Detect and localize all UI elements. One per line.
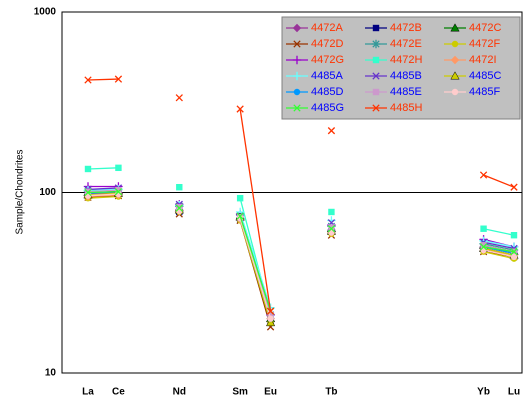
legend-marker (293, 40, 301, 48)
data-point (236, 212, 244, 220)
data-point (84, 76, 92, 84)
x-tick-label: Tb (325, 387, 337, 398)
data-point (175, 204, 183, 212)
data-point (479, 171, 488, 179)
legend-label: 4472F (469, 38, 500, 50)
data-point (175, 94, 183, 102)
data-point (328, 208, 335, 216)
legend-box (281, 16, 521, 120)
legend-label: 4485D (311, 86, 343, 98)
legend-marker (450, 55, 460, 65)
series-line (87, 192, 515, 323)
data-point (115, 164, 122, 172)
series-line (87, 191, 515, 312)
data-point (114, 75, 123, 83)
legend-label: 4472B (390, 22, 422, 34)
series-line (87, 195, 515, 328)
x-tick-label: Lu (508, 387, 520, 398)
data-point (236, 105, 244, 113)
x-tick-label: Nd (173, 387, 186, 398)
series-line (87, 193, 515, 323)
series-line (87, 191, 515, 319)
series-line (87, 78, 515, 312)
data-point (328, 224, 335, 231)
series-line (87, 187, 515, 312)
data-point (327, 225, 336, 233)
legend-label: 4472H (390, 54, 422, 66)
series-line (88, 185, 515, 316)
data-point (115, 186, 122, 194)
data-point (480, 242, 487, 249)
legend-label: 4472E (390, 38, 422, 50)
legend-marker (451, 88, 459, 96)
data-point (327, 127, 336, 135)
legend-marker (372, 72, 380, 80)
legend-label: 4485F (469, 86, 500, 98)
data-point (267, 311, 274, 319)
data-point (84, 165, 92, 173)
data-point (510, 232, 518, 239)
legend-marker (372, 88, 380, 96)
legend-label: 4485E (390, 86, 422, 98)
legend-label: 4485A (311, 70, 343, 82)
data-point (176, 203, 183, 211)
x-tick-label: Sm (232, 387, 248, 398)
legend-label: 4485H (390, 102, 422, 114)
series-line (87, 194, 515, 319)
series-line (87, 188, 515, 316)
legend-marker (451, 40, 459, 48)
data-point (510, 253, 518, 261)
x-tick-label: Eu (264, 387, 277, 398)
data-point (479, 243, 488, 251)
y-axis-label: Sample/Chondrites (15, 149, 26, 234)
legend-marker (292, 71, 302, 81)
series-line (87, 191, 515, 319)
x-tick-label: La (82, 387, 94, 398)
legend-marker (293, 88, 301, 96)
series-line (87, 188, 515, 308)
legend-label: 4472A (311, 22, 343, 34)
legend-marker (372, 24, 380, 32)
data-point (510, 183, 518, 191)
data-point (266, 307, 275, 315)
legend-marker (450, 23, 460, 32)
series-line (87, 190, 515, 319)
legend-marker (372, 104, 380, 112)
data-point (114, 188, 123, 196)
y-tick-label: 10 (45, 368, 57, 379)
legend-label: 4472G (311, 54, 344, 66)
data-point (236, 194, 244, 202)
data-point (84, 192, 92, 199)
series-line (87, 167, 515, 316)
series-line (87, 193, 515, 319)
series-line (87, 195, 515, 323)
legend-label: 4472I (469, 54, 497, 66)
y-tick-label: 1000 (34, 7, 57, 18)
data-point (265, 317, 276, 327)
data-point (84, 188, 92, 197)
legend-label: 4485G (311, 102, 344, 114)
series-line (87, 189, 515, 316)
legend-label: 4485B (390, 70, 422, 82)
legend-marker (371, 39, 381, 49)
x-tick-label: Yb (477, 387, 490, 398)
legend-marker (292, 23, 302, 33)
legend-label: 4472D (311, 38, 343, 50)
data-point (267, 315, 274, 322)
legend-marker (293, 104, 301, 112)
x-tick-label: Ce (112, 387, 125, 398)
legend-marker (372, 56, 380, 64)
legend-marker (292, 55, 302, 65)
data-point (480, 225, 487, 232)
data-point (176, 183, 183, 191)
y-tick-label: 100 (39, 187, 56, 198)
data-point (510, 248, 518, 256)
legend-label: 4472C (469, 22, 501, 34)
legend-marker (450, 71, 460, 80)
legend-label: 4485C (469, 70, 501, 82)
